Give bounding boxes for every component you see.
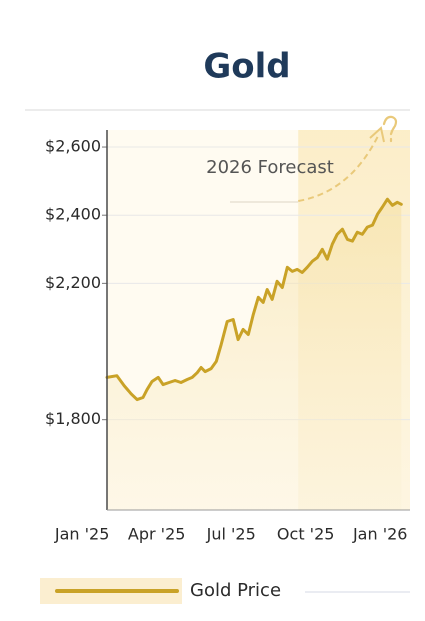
x-tick-label: Jul '25 — [206, 525, 256, 544]
chart-title: Gold — [203, 47, 290, 87]
x-tick-label: Apr '25 — [128, 525, 186, 544]
y-tick-label: $2,600 — [45, 137, 101, 156]
x-tick-label: Jan '26 — [352, 525, 408, 544]
forecast-question — [382, 115, 398, 143]
legend-label: Gold Price — [190, 580, 281, 601]
y-tick-label: $1,800 — [45, 409, 101, 428]
forecast-arrow — [298, 135, 379, 202]
series-area — [107, 199, 402, 510]
x-tick-label: Jan '25 — [54, 525, 110, 544]
series-line — [105, 197, 403, 402]
x-tick-label: Oct '25 — [277, 525, 335, 544]
annotation-label: 2026 Forecast — [206, 157, 334, 178]
y-tick-label: $2,400 — [45, 205, 101, 224]
y-tick-label: $2,200 — [45, 273, 101, 292]
forecast-arrowhead — [369, 126, 385, 143]
